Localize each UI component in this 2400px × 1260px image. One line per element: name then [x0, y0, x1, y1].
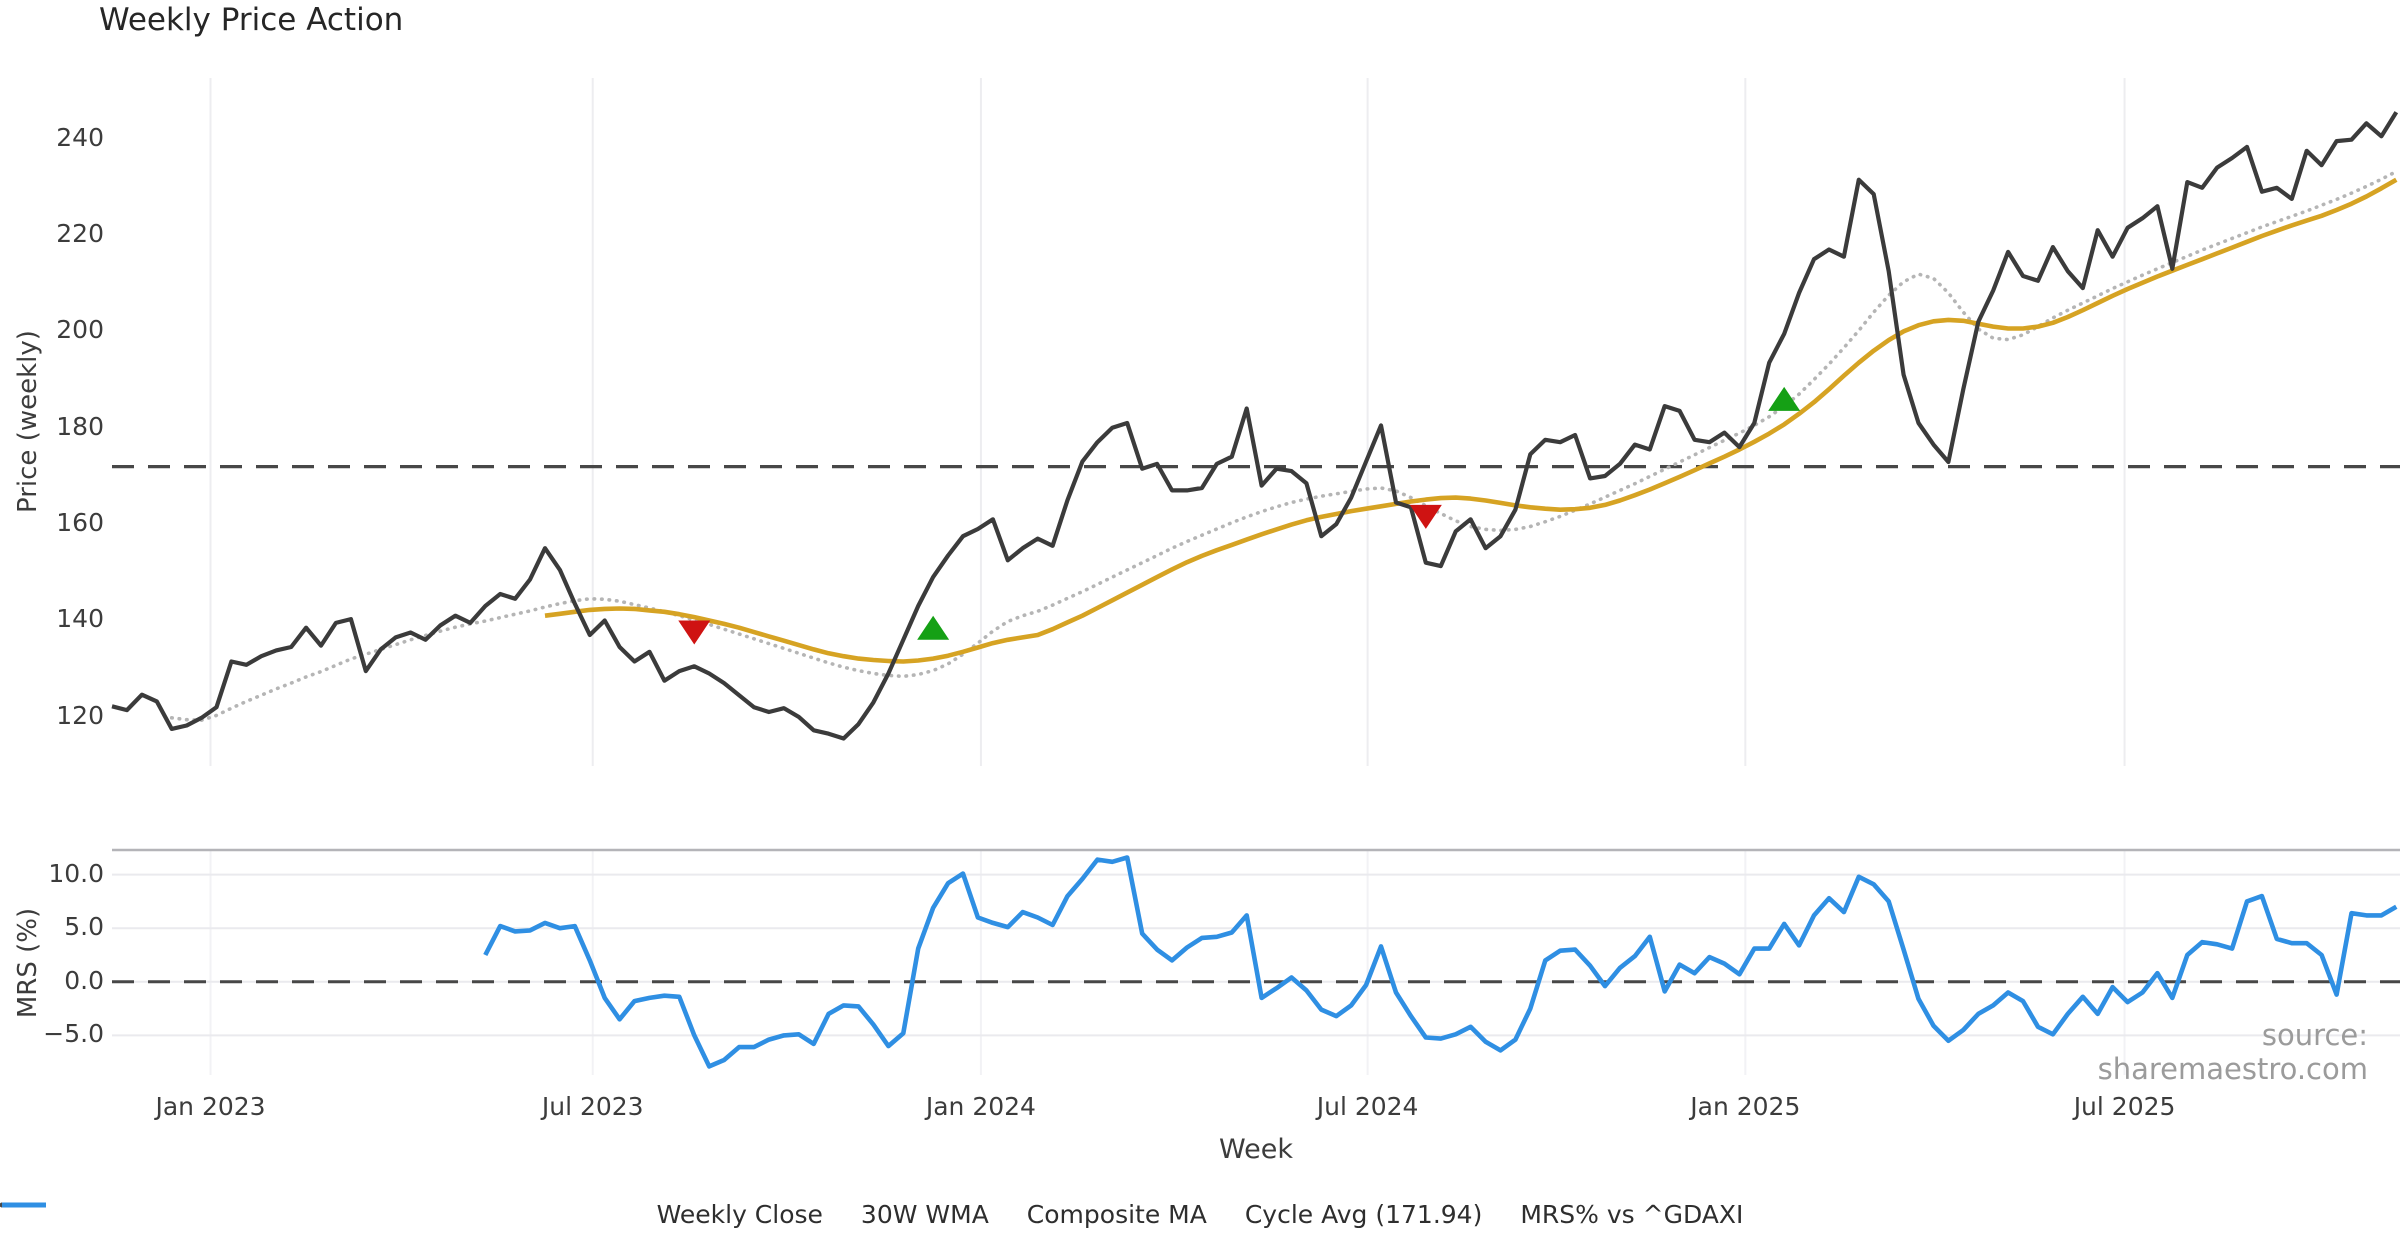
- legend-item: Weekly Close: [2, 1200, 823, 1229]
- price-ytick-label: 140: [56, 604, 104, 634]
- buy-marker-icon: [1768, 386, 1801, 411]
- composite-ma-line: [169, 169, 2399, 723]
- x-tick-label: Jul 2025: [2073, 1092, 2176, 1121]
- legend-item: MRS% vs ^GDAXI: [2, 1200, 1744, 1229]
- legend-swatch-solid-icon: [2, 1202, 46, 1208]
- sell-marker-icon: [1409, 504, 1442, 529]
- legend-item: 30W WMA: [2, 1200, 989, 1229]
- mrs-ytick-label: −5.0: [43, 1019, 104, 1049]
- legend-item-label: MRS% vs ^GDAXI: [1520, 1200, 1744, 1229]
- mrs-line: [483, 855, 2398, 1069]
- x-tick-label: Jul 2024: [1316, 1092, 1419, 1121]
- price-ytick-label: 120: [56, 700, 104, 730]
- x-axis-label: Week: [1219, 1134, 1293, 1165]
- mrs-ytick-label: 5.0: [64, 912, 104, 942]
- weekly-close-line: [111, 111, 2399, 741]
- mrs-ytick-label: 0.0: [64, 965, 104, 995]
- wma-line: [544, 177, 2398, 664]
- legend-item: Cycle Avg (171.94): [0, 1200, 1483, 1229]
- legend: Weekly Close 30W WMA Composite MA Cycle …: [0, 1200, 2400, 1229]
- buy-marker-icon: [917, 615, 950, 640]
- chart-title: Weekly Price Action: [99, 2, 404, 38]
- mrs-ytick-label: 10.0: [48, 858, 104, 888]
- legend-item: Composite MA: [0, 1200, 1207, 1229]
- price-ytick-label: 200: [56, 315, 104, 345]
- x-tick-label: Jan 2025: [1690, 1092, 1801, 1121]
- legend-item-label: 30W WMA: [860, 1200, 989, 1229]
- legend-item-label: Composite MA: [1026, 1200, 1207, 1229]
- x-tick-label: Jul 2023: [541, 1092, 644, 1121]
- x-tick-label: Jan 2023: [155, 1092, 266, 1121]
- x-tick-label: Jan 2024: [925, 1092, 1036, 1121]
- source-watermark: source: sharemaestro.com: [2097, 1018, 2368, 1086]
- legend-item-label: Cycle Avg (171.94): [1244, 1200, 1483, 1229]
- price-ytick-label: 240: [56, 122, 104, 152]
- legend-item-label: Weekly Close: [656, 1200, 823, 1229]
- price-ytick-label: 180: [56, 411, 104, 441]
- price-ytick-label: 220: [56, 219, 104, 249]
- price-ytick-label: 160: [56, 508, 104, 538]
- sell-marker-icon: [678, 620, 711, 645]
